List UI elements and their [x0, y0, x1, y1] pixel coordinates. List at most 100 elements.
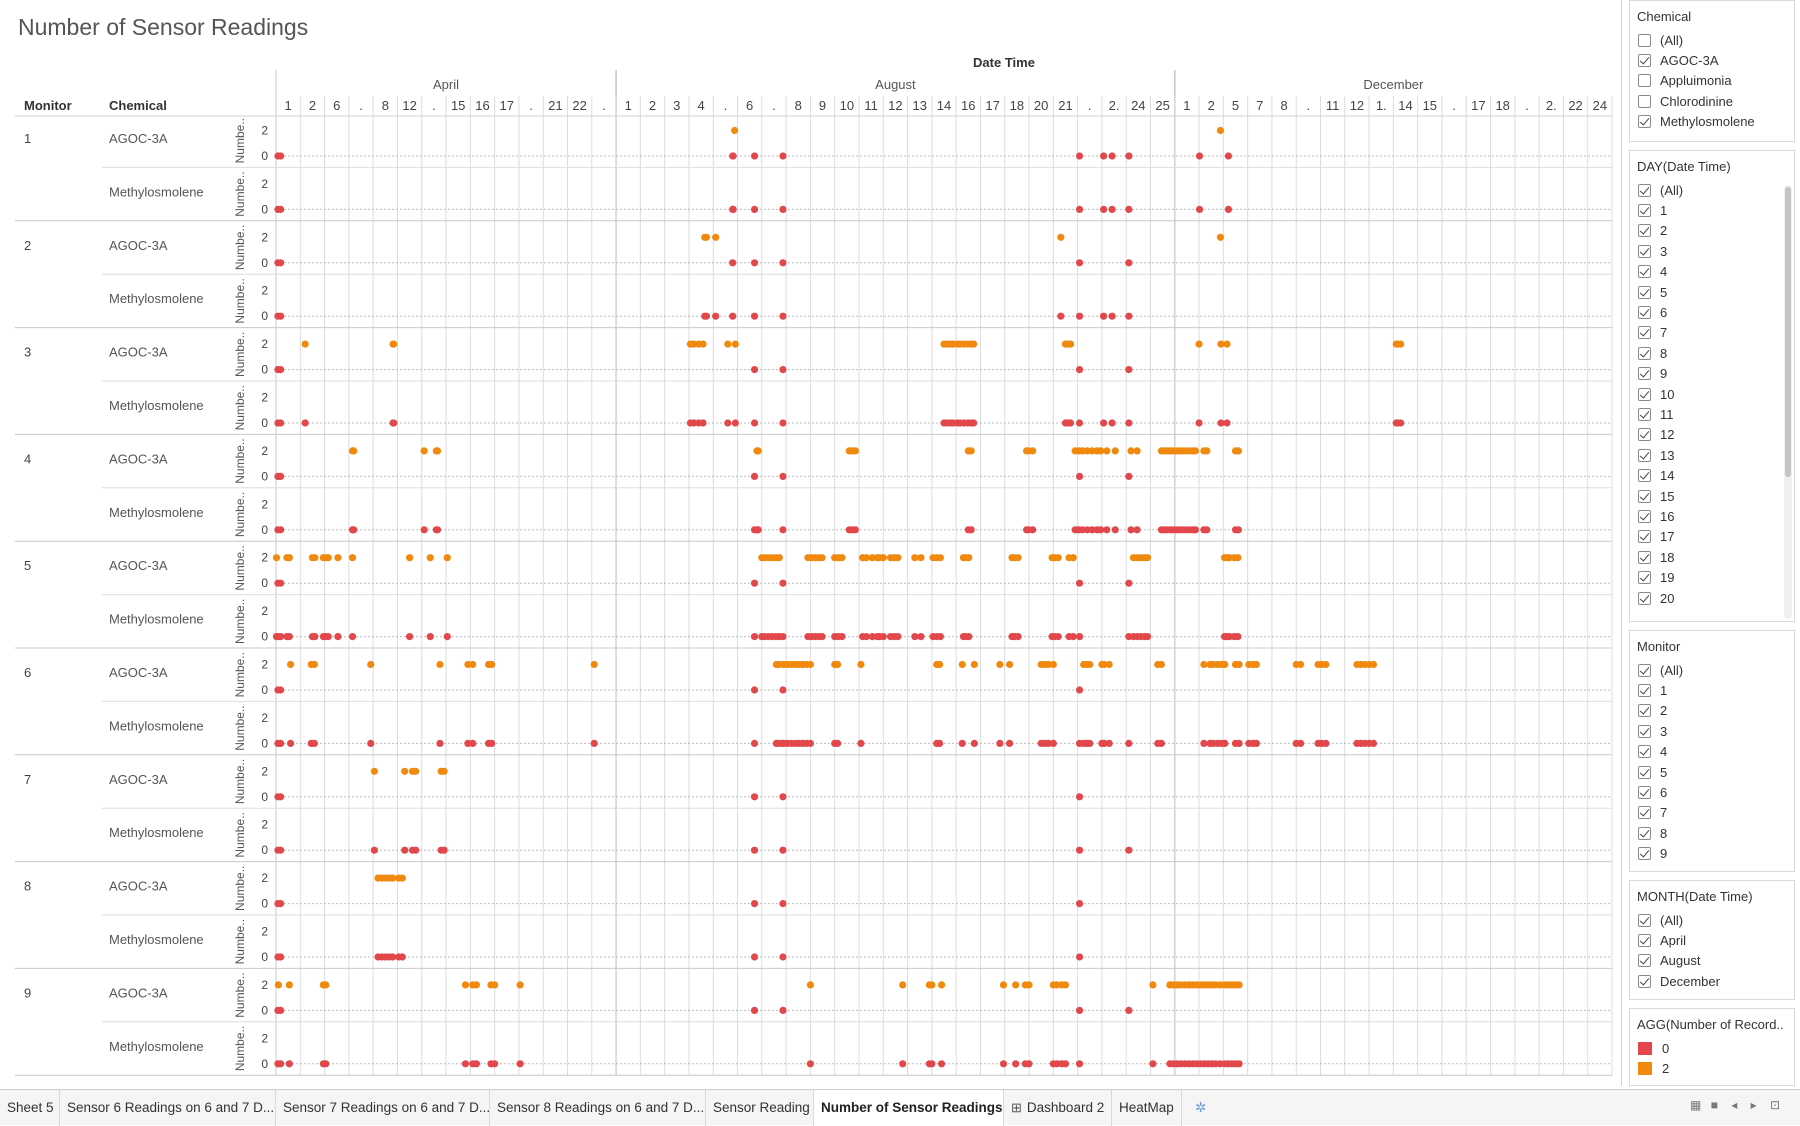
month-option[interactable]: April — [1630, 930, 1794, 950]
month-option[interactable]: (All) — [1630, 910, 1794, 930]
checkbox[interactable] — [1638, 550, 1651, 564]
checkbox[interactable] — [1638, 934, 1651, 948]
day-option[interactable]: (All) — [1630, 180, 1794, 200]
checkbox[interactable] — [1638, 826, 1651, 840]
monitor-option[interactable]: (All) — [1630, 660, 1794, 680]
monitor-option[interactable]: 6 — [1630, 782, 1794, 802]
point-value-0 — [516, 1060, 524, 1068]
checkbox[interactable] — [1638, 204, 1651, 218]
checkbox[interactable] — [1638, 367, 1651, 381]
checkbox[interactable] — [1638, 94, 1651, 108]
day-option[interactable]: 12 — [1630, 425, 1794, 445]
day-option[interactable]: 6 — [1630, 302, 1794, 322]
checkbox[interactable] — [1638, 913, 1651, 927]
checkbox[interactable] — [1638, 530, 1651, 544]
day-option[interactable]: 2 — [1630, 221, 1794, 241]
sheet-tab[interactable]: Sensor 6 Readings on 6 and 7 D... — [60, 1090, 276, 1126]
checkbox[interactable] — [1638, 326, 1651, 340]
checkbox[interactable] — [1638, 115, 1651, 129]
checkbox[interactable] — [1638, 745, 1651, 759]
checkbox[interactable] — [1638, 489, 1651, 503]
day-option[interactable]: 19 — [1630, 567, 1794, 587]
monitor-option[interactable]: 5 — [1630, 762, 1794, 782]
month-option[interactable]: December — [1630, 971, 1794, 991]
day-option[interactable]: 17 — [1630, 527, 1794, 547]
sheet-tab[interactable]: Number of Sensor Readings — [814, 1090, 1004, 1126]
checkbox[interactable] — [1638, 469, 1651, 483]
day-option[interactable]: 14 — [1630, 465, 1794, 485]
checkbox[interactable] — [1638, 954, 1651, 968]
prev-sheet-icon[interactable]: ◂ — [1731, 1098, 1738, 1112]
checkbox[interactable] — [1638, 765, 1651, 779]
checkbox[interactable] — [1638, 407, 1651, 421]
day-filter-scroll-thumb[interactable] — [1785, 187, 1791, 477]
grid-view-icon[interactable]: ▦ — [1690, 1098, 1702, 1112]
next-sheet-icon[interactable]: ▸ — [1750, 1098, 1757, 1112]
checkbox[interactable] — [1638, 224, 1651, 238]
sheet-tab[interactable]: Sensor 7 Readings on 6 and 7 D... — [276, 1090, 490, 1126]
checkbox[interactable] — [1638, 33, 1651, 47]
checkbox[interactable] — [1638, 306, 1651, 320]
sheet-tab[interactable]: Sensor Reading — [706, 1090, 814, 1126]
checkbox[interactable] — [1638, 704, 1651, 718]
sheet-tab[interactable]: Sheet 5 — [0, 1090, 60, 1126]
day-option[interactable]: 20 — [1630, 588, 1794, 608]
checkbox[interactable] — [1638, 847, 1651, 861]
checkbox[interactable] — [1638, 448, 1651, 462]
monitor-option[interactable]: 1 — [1630, 680, 1794, 700]
monitor-option[interactable]: 2 — [1630, 701, 1794, 721]
checkbox[interactable] — [1638, 509, 1651, 523]
chemical-option[interactable]: Chlorodinine — [1630, 91, 1794, 111]
checkbox[interactable] — [1638, 428, 1651, 442]
new-sheet-icon[interactable]: ✲ — [1195, 1100, 1207, 1115]
monitor-option[interactable]: 7 — [1630, 803, 1794, 823]
sheet-tab[interactable]: Sensor 8 Readings on 6 and 7 D... — [490, 1090, 706, 1126]
film-view-icon[interactable]: ■ — [1710, 1098, 1718, 1112]
monitor-option[interactable]: 3 — [1630, 721, 1794, 741]
presentation-icon[interactable]: ⊡ — [1770, 1098, 1781, 1112]
sheet-tab[interactable]: HeatMap — [1112, 1090, 1182, 1126]
day-option[interactable]: 8 — [1630, 343, 1794, 363]
checkbox[interactable] — [1638, 974, 1651, 988]
month-option[interactable]: August — [1630, 951, 1794, 971]
sheet-tab[interactable]: ⊞ Dashboard 2 — [1004, 1090, 1112, 1126]
monitor-option[interactable]: 9 — [1630, 844, 1794, 864]
day-option[interactable]: 5 — [1630, 282, 1794, 302]
legend-item[interactable]: 2 — [1630, 1058, 1794, 1078]
chemical-option[interactable]: AGOC-3A — [1630, 50, 1794, 70]
checkbox[interactable] — [1638, 74, 1651, 88]
checkbox[interactable] — [1638, 684, 1651, 698]
checkbox[interactable] — [1638, 54, 1651, 68]
chemical-option[interactable]: Methylosmolene — [1630, 112, 1794, 132]
day-option[interactable]: 18 — [1630, 547, 1794, 567]
day-option[interactable]: 13 — [1630, 445, 1794, 465]
day-option[interactable]: 15 — [1630, 486, 1794, 506]
checkbox[interactable] — [1638, 346, 1651, 360]
checkbox[interactable] — [1638, 265, 1651, 279]
day-option[interactable]: 7 — [1630, 323, 1794, 343]
monitor-option[interactable]: 8 — [1630, 823, 1794, 843]
checkbox[interactable] — [1638, 571, 1651, 585]
checkbox[interactable] — [1638, 724, 1651, 738]
checkbox[interactable] — [1638, 663, 1651, 677]
day-option[interactable]: 1 — [1630, 200, 1794, 220]
checkbox[interactable] — [1638, 285, 1651, 299]
day-option[interactable]: 9 — [1630, 364, 1794, 384]
day-option[interactable]: 3 — [1630, 241, 1794, 261]
day-option[interactable]: 21 — [1630, 608, 1794, 610]
checkbox[interactable] — [1638, 786, 1651, 800]
chemical-option[interactable]: Appluimonia — [1630, 71, 1794, 91]
chemical-option[interactable]: (All) — [1630, 30, 1794, 50]
checkbox[interactable] — [1638, 244, 1651, 258]
checkbox[interactable] — [1638, 183, 1651, 197]
day-option[interactable]: 4 — [1630, 262, 1794, 282]
day-option[interactable]: 10 — [1630, 384, 1794, 404]
monitor-option[interactable]: 4 — [1630, 742, 1794, 762]
checkbox[interactable] — [1638, 387, 1651, 401]
checkbox[interactable] — [1638, 806, 1651, 820]
day-option[interactable]: 11 — [1630, 404, 1794, 424]
checkbox[interactable] — [1638, 591, 1651, 605]
legend-item[interactable]: 0 — [1630, 1038, 1794, 1058]
day-option[interactable]: 16 — [1630, 506, 1794, 526]
day-filter-scrollbar[interactable] — [1784, 185, 1792, 619]
